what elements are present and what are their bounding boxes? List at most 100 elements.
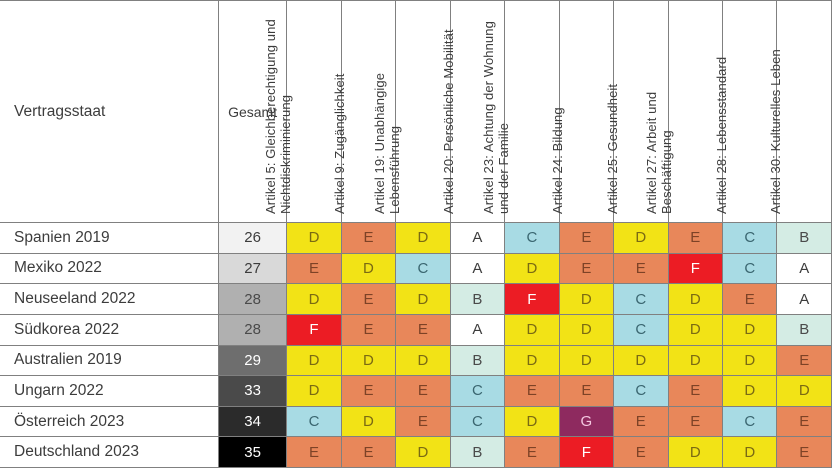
column-header-vertragsstaat: Vertragsstaat (0, 0, 219, 223)
column-header-label: Artikel 19: Unabhängige Lebensführung (371, 72, 402, 214)
total-cell: 35 (217, 436, 288, 468)
grade-cell: D (395, 283, 451, 315)
column-header-article-7: Artikel 25: Gesundheit (605, 0, 669, 223)
total-cell: 33 (217, 375, 288, 407)
grade-cell: C (395, 252, 451, 285)
grade-cell: D (722, 375, 778, 407)
column-header-article-8: Artikel 27: Arbeit und Beschäftigung (644, 0, 724, 223)
grade-cell: E (340, 283, 397, 315)
total-cell: 27 (217, 252, 288, 285)
grade-cell: D (286, 283, 342, 315)
grade-cell: D (558, 283, 615, 315)
grade-cell: B (449, 344, 506, 377)
column-header-article-2: Artikel 9: Zugänglichkeit (332, 0, 397, 223)
grade-cell: E (776, 405, 832, 438)
grade-cell: F (504, 283, 560, 315)
column-header-label: Artikel 30: Kulturelles Leben (768, 49, 784, 214)
grade-cell: D (667, 344, 724, 377)
column-header-label: Artikel 5: Gleichberechtigung und Nichtd… (263, 19, 293, 214)
grade-cell: F (558, 436, 615, 468)
grade-cell: B (776, 222, 832, 254)
grade-cell: E (395, 313, 451, 346)
grade-cell: B (449, 283, 506, 315)
grade-cell: E (776, 436, 832, 468)
grade-cell: E (558, 375, 615, 407)
grade-cell: D (395, 344, 451, 377)
grade-cell: E (776, 344, 832, 377)
grade-cell: D (722, 436, 778, 468)
grade-cell: D (340, 405, 397, 438)
total-cell: 28 (217, 313, 288, 346)
grade-cell: D (340, 252, 397, 285)
grade-cell: E (722, 283, 778, 315)
grade-cell: E (340, 313, 397, 346)
grade-cell: E (286, 436, 342, 468)
table-row: Südkorea 2022 28 F E E A D D C D D B (0, 313, 832, 346)
table-row: Ungarn 2022 33 D E E C E E C E D D (0, 375, 832, 407)
column-header-label: Artikel 28: Lebensstandard (713, 56, 729, 214)
grade-cell: D (776, 375, 832, 407)
grade-cell: C (722, 222, 778, 254)
table-row: Australien 2019 29 D D D B D D D D D E (0, 344, 832, 377)
row-header-state: Österreich 2023 (0, 405, 219, 438)
column-header-article-9: Artikel 28: Lebensstandard (714, 0, 778, 223)
table-body: Spanien 2019 26 D E D A C E D E C B Mexiko 2022 27 E D C… (0, 222, 832, 468)
grade-cell: E (613, 405, 669, 438)
row-header-state: Ungarn 2022 (0, 375, 219, 407)
grade-cell: D (667, 436, 724, 468)
grade-cell: E (286, 252, 342, 285)
grade-cell: A (449, 252, 506, 285)
grade-cell: D (504, 344, 560, 377)
grade-cell: C (449, 405, 506, 438)
grade-cell: C (613, 313, 669, 346)
column-header-gesamt: Gesamt (217, 0, 288, 223)
grade-cell: G (558, 405, 615, 438)
row-header-state: Spanien 2019 (0, 222, 219, 254)
grade-cell: C (722, 405, 778, 438)
grade-cell: F (286, 313, 342, 346)
header-row: Vertragsstaat Gesamt Artikel 5: Gleichbe… (0, 0, 832, 223)
grade-cell: D (286, 222, 342, 254)
grade-cell: E (340, 375, 397, 407)
grade-cell: D (722, 344, 778, 377)
grade-cell: D (558, 344, 615, 377)
grade-cell: D (613, 344, 669, 377)
grade-cell: B (449, 436, 506, 468)
grade-cell: C (613, 283, 669, 315)
column-header-label: Artikel 25: Gesundheit (604, 83, 620, 214)
column-header-article-3: Artikel 19: Unabhängige Lebensführung (372, 0, 451, 223)
grade-cell: E (504, 375, 560, 407)
grade-cell: E (613, 436, 669, 468)
column-header-article-5: Artikel 23: Achtung der Wohnung und der … (481, 0, 560, 223)
grade-cell: A (449, 222, 506, 254)
grade-cell: B (776, 313, 832, 346)
grade-cell: D (558, 313, 615, 346)
table-row: Österreich 2023 34 C D E C D G E E C E (0, 405, 832, 438)
grade-cell: C (613, 375, 669, 407)
grade-cell: D (286, 344, 342, 377)
column-header-label: Artikel 23: Achtung der Wohnung und der … (480, 21, 511, 214)
grade-cell: E (558, 252, 615, 285)
table-row: Deutschland 2023 35 E E D B E F E D D E (0, 436, 832, 468)
total-cell: 28 (217, 283, 288, 315)
total-cell: 26 (217, 222, 288, 254)
grade-cell: E (667, 405, 724, 438)
grade-cell: D (667, 313, 724, 346)
row-header-state: Neuseeland 2022 (0, 283, 219, 315)
table-head: Vertragsstaat Gesamt Artikel 5: Gleichbe… (0, 0, 832, 223)
grade-cell: E (340, 222, 397, 254)
row-header-state: Mexiko 2022 (0, 252, 219, 285)
grade-cell: D (613, 222, 669, 254)
grade-cell: D (395, 436, 451, 468)
grade-cell: C (722, 252, 778, 285)
grade-cell: F (667, 252, 724, 285)
rotated-header-box: Artikel 30: Kulturelles Leben (768, 1, 831, 222)
grade-cell: D (722, 313, 778, 346)
table-row: Spanien 2019 26 D E D A C E D E C B (0, 222, 832, 254)
grade-cell: A (449, 313, 506, 346)
column-header-article-6: Artikel 24: Bildung (550, 0, 615, 223)
grade-cell: D (286, 375, 342, 407)
grade-cell: E (395, 375, 451, 407)
